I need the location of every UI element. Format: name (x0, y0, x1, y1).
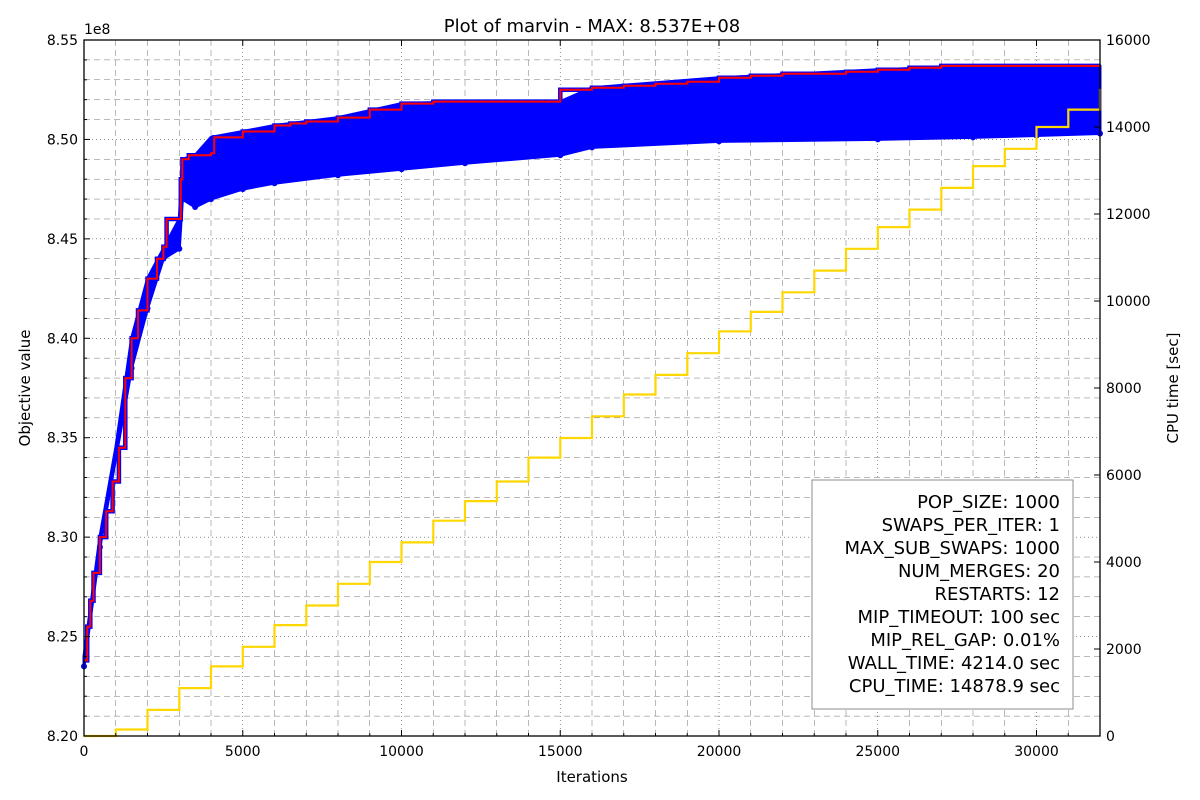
y-tick-label: 8.25 (47, 630, 78, 646)
y2-tick-label: 10000 (1106, 294, 1151, 310)
series-line-0 (84, 64, 1100, 662)
legend-line-swaps-per-iter: SWAPS_PER_ITER: 1 (882, 515, 1060, 536)
y-axis-title: Objective value (16, 330, 34, 447)
legend-line-num-merges: NUM_MERGES: 20 (898, 561, 1060, 582)
legend-line-restarts: RESTARTS: 12 (934, 584, 1060, 605)
y2-tick-label: 0 (1106, 729, 1115, 745)
plot-frame (83, 39, 1101, 737)
series-point-lower (335, 172, 341, 179)
legend-line-pop-size: POP_SIZE: 1000 (917, 492, 1060, 513)
y-tick-label: 8.45 (47, 232, 78, 248)
y2-tick-label: 4000 (1106, 555, 1142, 571)
x-tick-label: 25000 (855, 744, 900, 760)
x-tick-label: 0 (80, 744, 89, 760)
series-point-lower (208, 196, 214, 203)
chart-title: Plot of marvin - MAX: 8.537E+08 (444, 16, 741, 37)
series-point-lower (589, 144, 595, 151)
legend-line-max-sub-swaps: MAX_SUB_SWAPS: 1000 (844, 538, 1060, 559)
series-line-2 (84, 88, 1102, 738)
legend-line-cpu-time: CPU_TIME: 14878.9 sec (849, 676, 1060, 697)
series-point-lower (271, 180, 278, 187)
series-point-lower (176, 245, 183, 252)
cpu-time-series (84, 88, 1102, 738)
y2-tick-label: 6000 (1106, 468, 1142, 484)
series-point-lower (398, 166, 405, 173)
legend-line-mip-timeout: MIP_TIMEOUT: 100 sec (858, 607, 1060, 628)
x-tick-label: 30000 (1014, 744, 1059, 760)
legend-line-wall-time: WALL_TIME: 4214.0 sec (848, 653, 1060, 674)
legend-frame (811, 479, 1074, 710)
series-point-lower (874, 136, 881, 143)
y-tick-label: 8.55 (47, 33, 78, 49)
series-point-lower (239, 186, 246, 193)
series-point-lower (462, 160, 468, 167)
y2-tick-label: 14000 (1106, 120, 1151, 136)
series-point-lower (557, 152, 564, 159)
legend-box: POP_SIZE: 1000 SWAPS_PER_ITER: 1 MAX_SUB… (811, 479, 1074, 710)
legend-line-mip-rel-gap: MIP_REL_GAP: 0.01% (870, 630, 1060, 651)
y-tick-label: 8.20 (47, 729, 78, 745)
x-tick-label: 10000 (379, 744, 424, 760)
x-tick-label: 20000 (697, 744, 742, 760)
y-tick-label: 8.50 (47, 132, 78, 148)
y2-axis-title: CPU time [sec] (1164, 333, 1182, 444)
series-point-lower (716, 138, 722, 145)
y2-tick-label: 12000 (1106, 207, 1151, 223)
y2-tick-label: 8000 (1106, 381, 1142, 397)
y2-tick-label: 2000 (1106, 642, 1142, 658)
y-tick-label: 8.40 (47, 331, 78, 347)
x-tick-label: 5000 (225, 744, 261, 760)
x-axis-title: Iterations (556, 768, 628, 786)
y-multiplier-label: 1e8 (84, 22, 110, 38)
y2-tick-label: 16000 (1106, 33, 1151, 49)
y-tick-label: 8.35 (47, 431, 78, 447)
y-tick-label: 8.30 (47, 530, 78, 546)
series-point-lower (192, 204, 199, 210)
axis-ticks: 0 5000 10000 15000 20000 25000 300008.208.258.… (47, 33, 1151, 760)
series-point-lower (970, 134, 976, 141)
x-tick-label: 15000 (538, 744, 583, 760)
best-objective-series (84, 63, 1100, 663)
